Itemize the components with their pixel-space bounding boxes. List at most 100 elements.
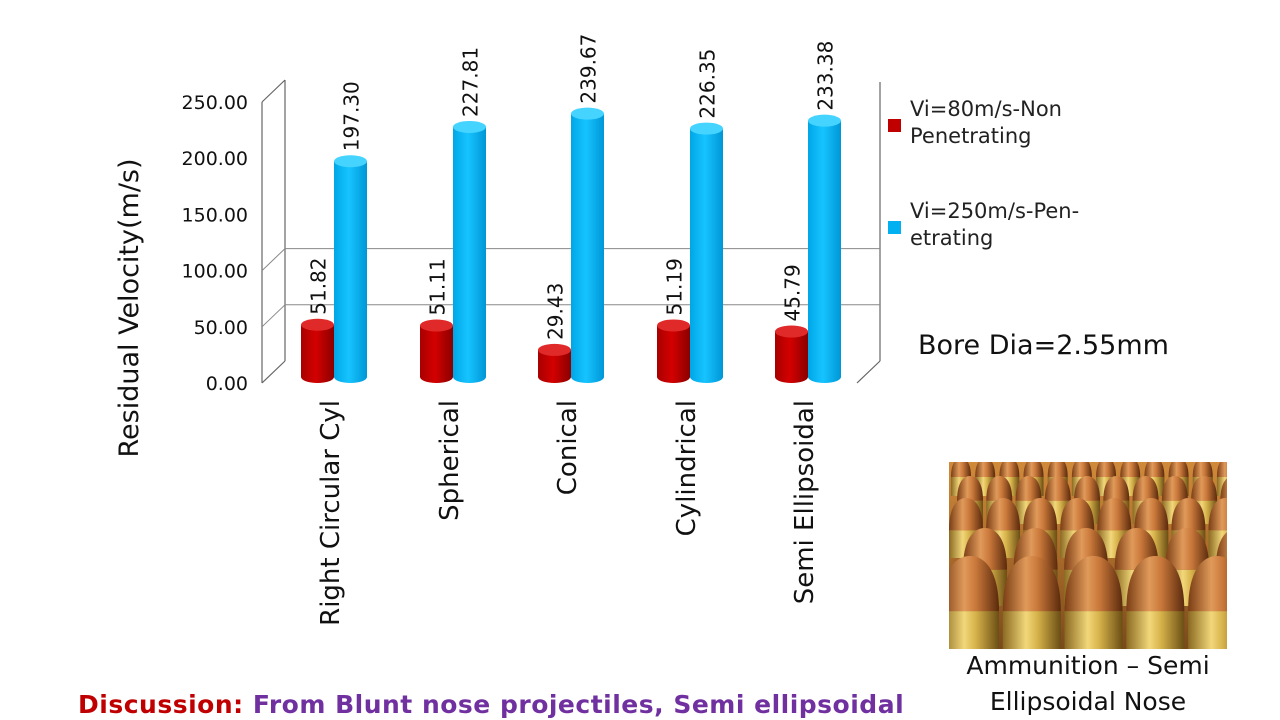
bullet-tip <box>999 462 1020 477</box>
bullet-tip <box>1165 528 1210 570</box>
bar-top <box>420 319 453 332</box>
bar-body <box>808 120 841 383</box>
legend-label-line2: Penetrating <box>910 124 1032 148</box>
chart-legend: Vi=80m/s-Non Penetrating Vi=250m/s-Pen- … <box>888 96 1118 300</box>
data-label: 227.81 <box>459 47 483 117</box>
bar-top <box>301 318 334 331</box>
bullet-tip <box>1023 462 1044 477</box>
data-label: 45.79 <box>781 264 805 321</box>
bullet-tip <box>1168 462 1189 477</box>
bullet-tip <box>1002 556 1061 612</box>
bar-top <box>538 343 571 356</box>
y-axis-top-edge <box>261 79 286 103</box>
legend-item-non-penetrating: Vi=80m/s-Non Penetrating <box>888 96 1118 150</box>
bullet-tip <box>975 462 996 477</box>
y-axis-bottom-edge <box>261 360 286 384</box>
bar-non-penetrating <box>420 319 453 383</box>
gridline-depth <box>261 248 286 271</box>
bar-body <box>657 325 690 383</box>
bullet-tip <box>1208 498 1227 531</box>
bullet-tip <box>1044 476 1071 501</box>
chart-labels: 0.00 50.00 100.00 150.00 200.00 250.00 Residua… <box>114 34 838 626</box>
discussion-body: From Blunt nose projectiles, Semi ellips… <box>252 690 905 719</box>
bar-non-penetrating <box>657 319 690 383</box>
bullet-tip <box>1134 498 1169 531</box>
bar-top <box>808 114 841 127</box>
bullet-case <box>1064 611 1123 649</box>
legend-swatch-blue <box>888 221 901 234</box>
y-tick-label: 0.00 <box>206 373 248 395</box>
bullet-tip <box>1064 556 1123 612</box>
bar-penetrating <box>571 107 604 383</box>
bullet-tip <box>986 498 1021 531</box>
bar-body <box>301 324 334 383</box>
bullet-tip <box>1023 498 1058 531</box>
y-tick-label: 150.00 <box>182 204 248 226</box>
bar-body <box>538 349 571 383</box>
data-label: 226.35 <box>696 49 720 119</box>
bar-penetrating <box>334 155 367 383</box>
bar-penetrating <box>690 122 723 383</box>
data-label: 197.30 <box>340 81 364 151</box>
bar-penetrating <box>808 114 841 383</box>
y-tick-label: 250.00 <box>182 92 248 114</box>
bar-non-penetrating <box>775 325 808 383</box>
y-tick-label: 100.00 <box>182 261 248 283</box>
bar-top <box>334 155 367 168</box>
bar-body <box>420 325 453 383</box>
bullet-tip <box>951 462 971 477</box>
bullet-tip <box>986 476 1013 501</box>
category-label: Right Circular Cyl <box>316 400 346 626</box>
bullet-case <box>1126 611 1185 649</box>
bar-non-penetrating <box>538 343 571 383</box>
bar-penetrating <box>453 120 486 383</box>
category-label: Semi Ellipsoidal <box>790 400 820 604</box>
photo-caption-line2: Ellipsoidal Nose <box>989 687 1187 716</box>
chart-bars <box>301 107 841 383</box>
bullet-tip <box>957 476 983 501</box>
bullet-tip <box>1132 476 1159 501</box>
bullet-tip <box>1171 498 1206 531</box>
bullet-tip <box>1192 462 1213 477</box>
bar-body <box>334 161 367 383</box>
legend-label-line1: Vi=250m/s-Pen- <box>910 199 1080 223</box>
right-bottom-edge <box>856 360 881 384</box>
bullet-tip <box>1120 462 1141 477</box>
bullet-tip <box>1015 476 1042 501</box>
bar-top <box>657 319 690 332</box>
bullets-illustration <box>949 462 1227 649</box>
data-label: 51.11 <box>426 258 450 315</box>
y-tick-label: 200.00 <box>182 148 248 170</box>
y-axis-title: Residual Velocity(m/s) <box>114 158 145 457</box>
bullet-tip <box>1216 462 1227 477</box>
data-label: 51.82 <box>307 257 331 314</box>
bullet-tip <box>1220 478 1227 501</box>
bar-non-penetrating <box>301 318 334 383</box>
bullet-tip <box>1074 476 1101 501</box>
bullet-tip <box>1047 462 1068 477</box>
bullet-tip <box>1188 556 1227 612</box>
bullet-tip <box>1096 462 1117 477</box>
bullet-tip <box>1144 462 1165 477</box>
bullet-tip <box>1191 476 1218 501</box>
photo-caption-line1: Ammunition – Semi <box>966 651 1210 680</box>
bullet-tip <box>1071 462 1092 477</box>
bar-top <box>453 120 486 133</box>
bar-top <box>775 325 808 338</box>
bullet-tip <box>1161 476 1188 501</box>
category-label: Conical <box>553 400 583 495</box>
photo-caption: Ammunition – Semi Ellipsoidal Nose <box>930 648 1246 720</box>
discussion-text: Discussion: From Blunt nose projectiles,… <box>78 690 928 719</box>
bar-top <box>571 107 604 120</box>
y-tick-label: 50.00 <box>194 317 248 339</box>
ammunition-photo <box>949 462 1227 649</box>
bullet-tip <box>1097 498 1132 531</box>
data-label: 239.67 <box>577 34 601 104</box>
bullet-tip <box>1126 556 1185 612</box>
legend-label-line2: etrating <box>910 226 994 250</box>
bullet-case <box>1188 611 1227 649</box>
category-label: Cylindrical <box>672 400 702 536</box>
bullet-tip <box>949 498 983 531</box>
bullet-tip <box>1103 476 1130 501</box>
